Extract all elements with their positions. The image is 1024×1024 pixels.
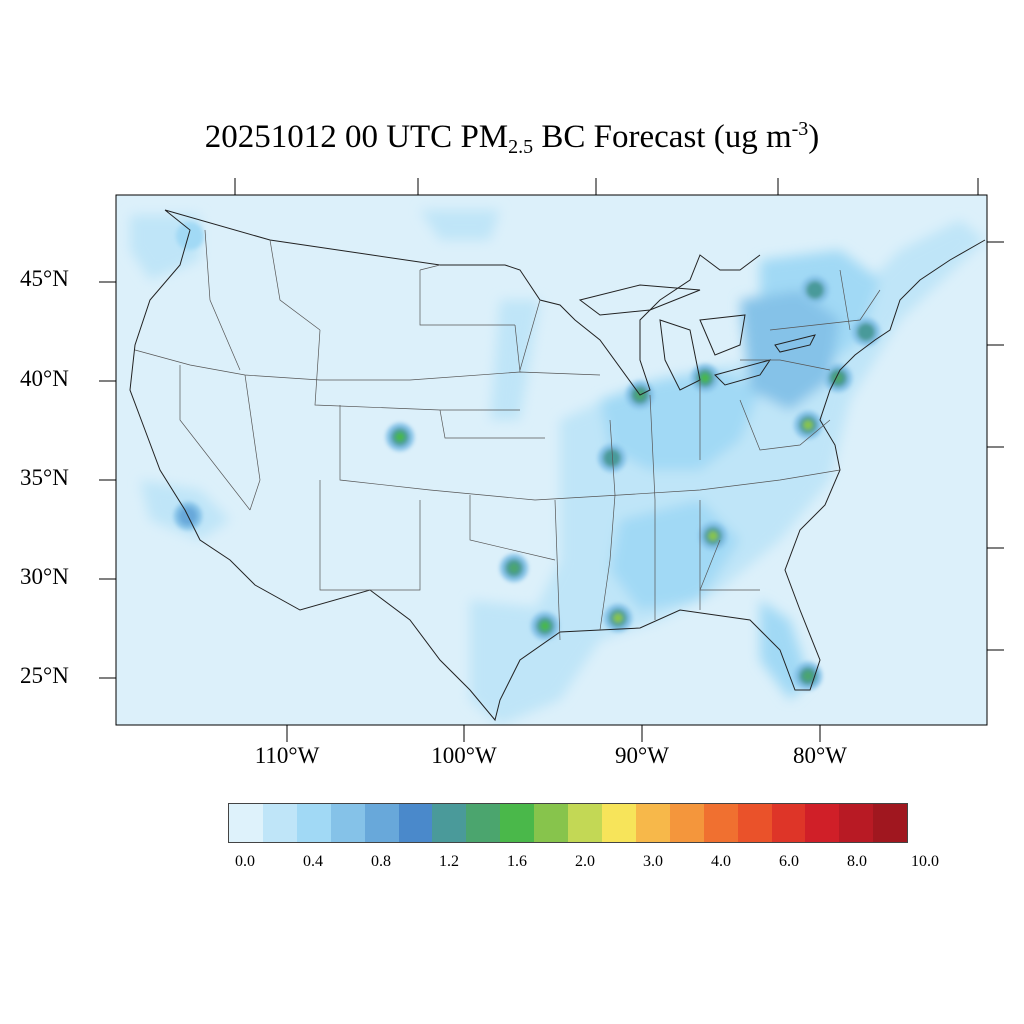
colorbar-label: 3.0 <box>643 853 663 870</box>
colorbar-label: 2.0 <box>575 853 595 870</box>
colorbar-swatch <box>568 804 602 842</box>
lake-michigan <box>659 319 701 391</box>
colorbar-swatch <box>771 804 806 842</box>
colorbar-swatch <box>398 804 433 842</box>
plot-frame <box>115 194 988 726</box>
title-suffix: ) <box>808 119 820 155</box>
colorbar-swatch <box>296 804 331 842</box>
hotspot-washington-dc <box>794 411 822 439</box>
colorbar-swatch <box>635 804 670 842</box>
hotspot-st-louis <box>598 444 626 472</box>
colorbar-swatch <box>330 804 365 842</box>
lon-label-100: 100°W <box>431 743 497 768</box>
colorbar-label: 0.0 <box>235 853 255 870</box>
hotspot-detroit <box>691 364 719 392</box>
colorbar-swatch <box>364 804 399 842</box>
colorbar-label: 8.0 <box>847 853 867 870</box>
hotspot-houston <box>531 612 559 640</box>
lat-label-40: 40°N <box>20 366 69 391</box>
colorbar-label: 1.2 <box>439 853 459 870</box>
lat-label-35: 35°N <box>20 465 69 490</box>
state-boundaries <box>134 229 881 641</box>
colorbar-label: 10.0 <box>911 853 939 870</box>
colorbar-swatch <box>500 804 535 842</box>
lake-superior <box>578 284 701 316</box>
colorbar-label: 1.6 <box>507 853 527 870</box>
title-superscript: -3 <box>791 118 809 140</box>
colorbar-swatch <box>262 804 297 842</box>
title-middle: BC Forecast (ug m <box>533 119 792 155</box>
hotspot-miami <box>794 662 822 690</box>
conus-outline <box>129 209 986 722</box>
lat-label-25: 25°N <box>20 663 69 688</box>
hotspot-layer <box>174 222 880 690</box>
lon-label-80: 80°W <box>793 743 847 768</box>
colorbar-label: 0.4 <box>303 853 323 870</box>
lon-label-90: 90°W <box>615 743 669 768</box>
hotspot-boston <box>852 318 880 346</box>
colorbar-swatch <box>873 804 908 842</box>
axis-ticks <box>99 178 1004 742</box>
hotspot-denver <box>386 423 414 451</box>
colorbar-swatch <box>229 804 263 842</box>
colorbar-swatch <box>432 804 467 842</box>
lake-huron <box>699 314 746 356</box>
colorbar-swatch <box>805 804 840 842</box>
colorbar-swatch <box>601 804 636 842</box>
lake-ontario <box>774 334 816 353</box>
colorbar-label: 4.0 <box>711 853 731 870</box>
lat-label-30: 30°N <box>20 564 69 589</box>
title-subscript: 2.5 <box>508 136 534 158</box>
colorbar-swatch <box>737 804 772 842</box>
title-prefix: 20251012 00 UTC PM <box>204 119 509 155</box>
hotspot-new-york <box>824 364 852 392</box>
colorbar-label: 0.8 <box>371 853 391 870</box>
lon-label-110: 110°W <box>254 743 320 768</box>
colorbar-swatch <box>839 804 874 842</box>
colorbar-label: 6.0 <box>779 853 799 870</box>
lat-label-45: 45°N <box>20 266 69 291</box>
lake-erie <box>714 359 772 386</box>
hotspot-los-angeles <box>174 502 202 530</box>
colorbar <box>228 803 908 843</box>
colorbar-swatch <box>534 804 569 842</box>
hotspot-atlanta <box>699 522 727 550</box>
hotspot-seattle <box>176 222 204 250</box>
chart-title: 20251012 00 UTC PM2.5 BC Forecast (ug m-… <box>0 118 1024 159</box>
colorbar-swatch <box>703 804 738 842</box>
hotspot-dallas-fort-worth <box>500 554 528 582</box>
hotspot-new-orleans <box>604 604 632 632</box>
colorbar-swatch <box>669 804 704 842</box>
colorbar-swatch <box>466 804 501 842</box>
hotspot-montreal <box>801 276 829 304</box>
